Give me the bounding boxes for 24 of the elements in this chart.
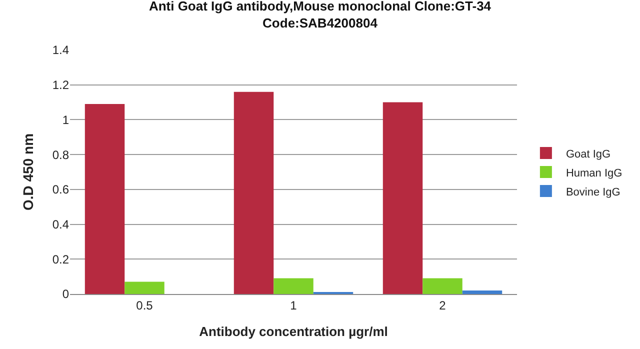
bar: [382, 102, 423, 294]
bar: [84, 104, 125, 294]
y-tick-label: 0: [62, 287, 70, 302]
x-tick-label: 0.5: [136, 298, 154, 312]
bar: [462, 290, 502, 294]
y-tick-label: 1.2: [52, 78, 70, 92]
bar: [124, 282, 164, 294]
x-tick-label: 1: [290, 298, 298, 312]
chart-title: Anti Goat IgG antibody,Mouse monoclonal Clone:GT-34 Code:SAB4200804: [148, 0, 492, 30]
legend-label: Bovine IgG: [566, 186, 620, 198]
y-tick-label: 0.2: [52, 252, 70, 266]
y-tick-label: 0.8: [52, 148, 70, 162]
y-tick-label: 0.4: [52, 217, 70, 232]
legend-label: Human IgG: [566, 167, 622, 180]
x-axis-title: Antibody concentration µgr/ml: [199, 324, 388, 339]
bar: [274, 278, 314, 294]
y-tick-label: 0.6: [52, 182, 70, 197]
y-tick-label: 1.4: [52, 43, 70, 58]
x-tick-label: 2: [439, 298, 446, 312]
bar: [234, 92, 274, 294]
bar: [422, 278, 462, 294]
legend-label: Goat IgG: [566, 148, 611, 160]
y-axis-title: O.D 450 nm: [20, 133, 36, 211]
y-tick-label: 1: [62, 112, 70, 127]
